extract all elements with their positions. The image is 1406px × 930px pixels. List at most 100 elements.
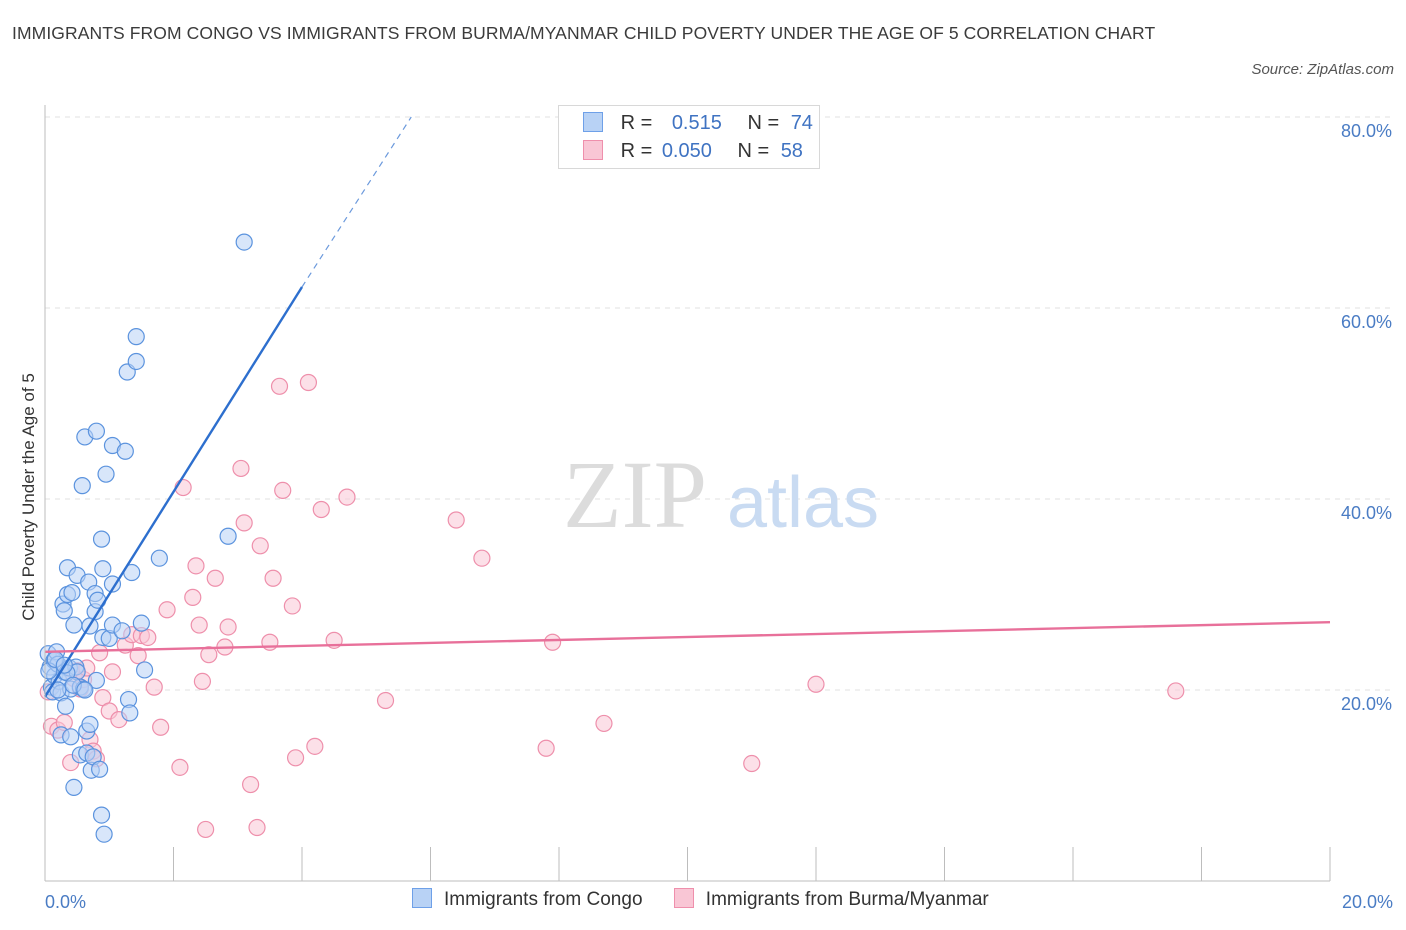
x-tick-label: 0.0% [45, 892, 86, 912]
legend-label-burma: Immigrants from Burma/Myanmar [705, 889, 989, 910]
burma-point [286, 749, 305, 767]
source-note: Source: ZipAtlas.com [1251, 61, 1394, 78]
r-value: 0.050 [661, 140, 712, 162]
burma-point [193, 672, 212, 691]
congo-point [73, 477, 91, 495]
burma-point [807, 675, 825, 693]
y-tick-label: 40.0% [1341, 503, 1392, 523]
congo-point [91, 760, 109, 778]
congo-point [92, 530, 111, 548]
congo-point [235, 233, 253, 251]
y-tick-labels: 20.0% 40.0% 60.0% 80.0% [1341, 121, 1392, 714]
burma-point [103, 663, 122, 681]
burma-point [473, 549, 491, 567]
burma-swatch [583, 140, 603, 160]
legend-row-congo: R = 0.515 N = 74 [583, 112, 813, 138]
congo-point [97, 465, 115, 483]
burma-point [206, 569, 224, 587]
grid-lines [45, 116, 1390, 691]
congo-point [62, 728, 80, 746]
burma-point [242, 775, 260, 794]
congo-point [103, 575, 122, 593]
congo-swatch [583, 112, 603, 132]
burma-point [270, 377, 289, 395]
burma-point [537, 739, 555, 757]
burma-point [232, 459, 250, 478]
burma-point [251, 537, 269, 555]
axes [44, 105, 1331, 882]
series-legend: Immigrants from Congo Immigrants from Bu… [412, 888, 1015, 911]
burma-point [171, 758, 189, 776]
burma-point [338, 488, 356, 506]
congo-point [81, 715, 99, 733]
burma-point [283, 597, 301, 615]
x-tick-label: 20.0% [1342, 892, 1393, 912]
burma-point [376, 691, 395, 710]
burma-point [1167, 682, 1185, 700]
congo-point [150, 549, 168, 567]
burma-point [274, 481, 292, 500]
burma-trend-line [44, 620, 1331, 653]
burma-point [219, 618, 237, 636]
congo-trend-extension [301, 116, 412, 288]
congo-point [113, 622, 131, 640]
burma-point [145, 678, 163, 696]
congo-point [63, 583, 81, 602]
burma-swatch [673, 888, 694, 908]
burma-point [184, 588, 202, 606]
burma-point [312, 500, 330, 519]
congo-point [87, 422, 106, 440]
congo-point [95, 825, 113, 843]
r-label: R = [620, 112, 653, 134]
y-tick-label: 60.0% [1341, 312, 1392, 332]
burma-point [248, 818, 266, 837]
congo-point [92, 806, 111, 824]
burma-point [129, 647, 147, 665]
x-tick-labels: 0.0% 20.0% [45, 892, 1393, 912]
burma-point [299, 373, 318, 392]
congo-point [65, 778, 83, 797]
burma-point [447, 511, 465, 529]
watermark-zip: ZIP [563, 441, 707, 548]
congo-point [116, 442, 134, 460]
chart-title: IMMIGRANTS FROM CONGO VS IMMIGRANTS FROM… [12, 23, 1156, 43]
y-tick-label: 80.0% [1341, 121, 1392, 141]
congo-point [87, 671, 106, 690]
r-label: R = [620, 140, 653, 162]
n-label: N = [737, 140, 770, 162]
congo-point [135, 661, 154, 679]
congo-point [219, 527, 237, 545]
congo-swatch [412, 888, 432, 908]
congo-point [55, 602, 73, 620]
congo-point [132, 614, 150, 632]
legend-label-congo: Immigrants from Congo [444, 889, 643, 910]
legend-item-burma: Immigrants from Burma/Myanmar [673, 888, 989, 911]
burma-point [197, 820, 215, 839]
congo-point [121, 704, 139, 722]
congo-point [127, 352, 145, 371]
burma-point [139, 628, 157, 647]
n-value: 74 [790, 112, 813, 134]
series-congo-points [39, 233, 253, 843]
watermark-atlas: atlas [727, 463, 879, 543]
burma-point [264, 569, 282, 587]
burma-point [595, 714, 613, 733]
burma-point [158, 601, 176, 619]
burma-point [543, 633, 562, 651]
burma-point [306, 737, 324, 755]
r-value: 0.515 [671, 112, 722, 134]
legend-row-burma: R = 0.050 N = 58 [583, 140, 803, 166]
burma-point [152, 718, 170, 736]
trend-lines [43, 116, 1331, 698]
y-tick-label: 20.0% [1341, 694, 1392, 714]
burma-point [187, 557, 205, 575]
n-label: N = [747, 112, 780, 134]
burma-point [235, 514, 253, 532]
stats-legend: R = 0.515 N = 74 R = 0.050 N = 58 [558, 105, 820, 169]
congo-point [127, 328, 145, 346]
congo-point [65, 616, 83, 634]
burma-point [743, 754, 761, 773]
burma-point [190, 616, 208, 634]
legend-item-congo: Immigrants from Congo [412, 888, 643, 911]
